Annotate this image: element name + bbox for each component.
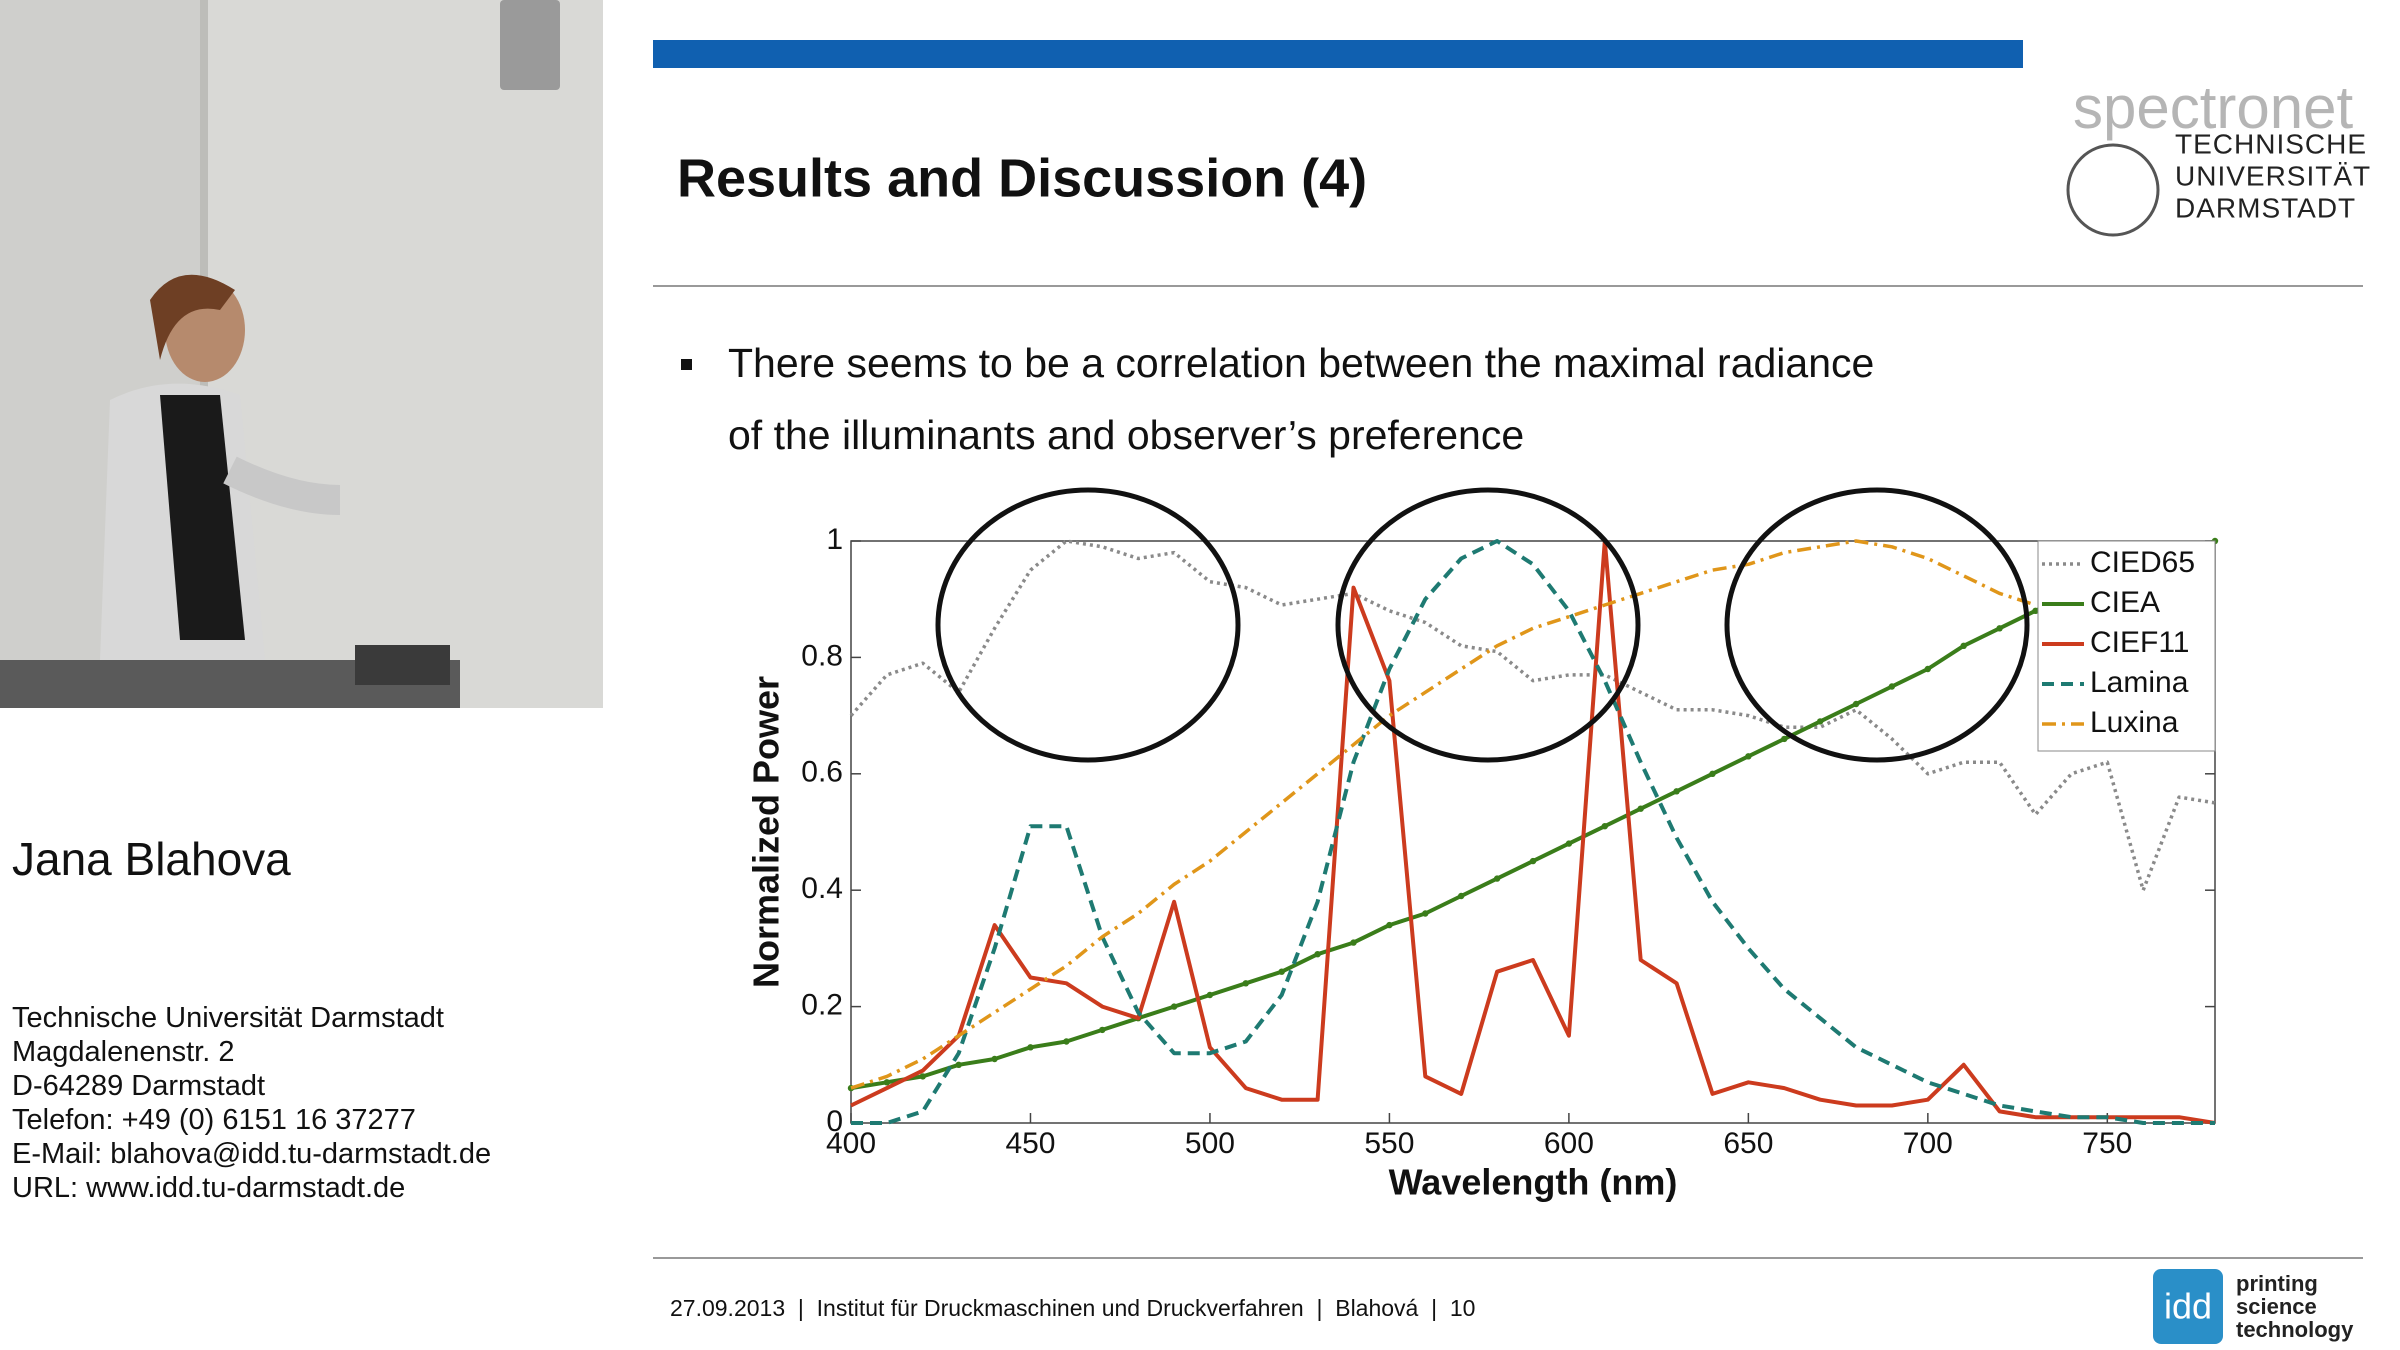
contact-line: Telefon: +49 (0) 6151 16 37277: [12, 1104, 416, 1136]
logo-area: [2023, 20, 2400, 250]
arm: [223, 456, 341, 515]
x-tick-label: 500: [1185, 1127, 1235, 1160]
bullet: [681, 359, 692, 370]
x-tick-label: 700: [1903, 1127, 1953, 1160]
contact-line: Technische Universität Darmstadt: [12, 1002, 444, 1034]
slide: spectronet TECHNISCHE UNIVERSITÄT DARMST…: [653, 20, 2400, 1344]
contact-line: URL: www.idd.tu-darmstadt.de: [12, 1172, 406, 1204]
tu-emblem: [2066, 143, 2160, 237]
y-tick-label: 0.8: [801, 639, 843, 672]
tu-logo-line: DARMSTADT: [2175, 192, 2356, 223]
contact-line: D-64289 Darmstadt: [12, 1070, 266, 1102]
x-tick-label: 450: [1005, 1127, 1055, 1160]
x-tick-label: 650: [1723, 1127, 1773, 1160]
x-tick-label: 550: [1364, 1127, 1414, 1160]
series-line: [847, 537, 2219, 1092]
idd-logo-text: idd: [2164, 1286, 2212, 1327]
contact-block: Technische Universität Darmstadt Magdalen…: [12, 1001, 491, 1205]
y-tick-label: 0: [826, 1105, 843, 1138]
legend-label: CIED65: [2090, 546, 2195, 579]
series-line: [849, 539, 2216, 892]
x-axis-label: Wavelength (nm): [1389, 1162, 1678, 1203]
y-tick-label: 0.6: [801, 756, 843, 789]
idd-logo: [2153, 1269, 2223, 1344]
circle: [935, 487, 1241, 763]
idd-tagline: technology: [2236, 1317, 2354, 1342]
plot-frame: [850, 540, 2216, 1124]
highlight-circles: [935, 487, 2030, 763]
x-tick-label: 600: [1544, 1127, 1594, 1160]
speaker-box: [500, 0, 560, 90]
hair: [150, 274, 235, 360]
x-tick-label: 750: [2082, 1127, 2132, 1160]
chart: 400 450 500 550 600 650 700 750 0 0.2 0.4 0.6 0.8 1 Wa…: [746, 523, 2219, 1203]
y-tick-label: 0.2: [801, 989, 843, 1022]
spectronet-logo: spectronet: [2073, 74, 2353, 141]
y-tick-label: 1: [826, 523, 843, 556]
top: [160, 395, 245, 640]
video-feed: [0, 0, 603, 708]
legend-label: CIEF11: [2090, 626, 2189, 659]
slide-title: Results and Discussion (4): [677, 148, 1367, 208]
series-line: [851, 539, 2215, 1125]
series-line: [850, 539, 2037, 1090]
y-axis-label: Normalized Power: [746, 676, 787, 988]
circle: [1724, 487, 2030, 763]
circle: [1335, 487, 1641, 763]
bullet-text: There seems to be a correlation between …: [728, 340, 1874, 386]
y-tick-label: 0.4: [801, 872, 843, 905]
idd-tagline: printing: [2236, 1271, 2318, 1296]
speaker-name: Jana Blahova: [12, 833, 291, 885]
legend-label: CIEA: [2090, 586, 2160, 619]
laptop: [355, 645, 450, 685]
series-line: [850, 539, 2216, 1125]
tu-logo-line: UNIVERSITÄT: [2175, 160, 2371, 191]
footer-text: 27.09.2013 | Institut für Druckmaschinen…: [670, 1295, 1475, 1321]
tu-logo-line: TECHNISCHE: [2175, 128, 2367, 159]
legend-label: Luxina: [2090, 706, 2179, 739]
x-tick-label: 400: [826, 1127, 876, 1160]
legend-label: Lamina: [2090, 666, 2189, 699]
idd-tagline: science: [2236, 1294, 2317, 1319]
contact-line: Magdalenenstr. 2: [12, 1036, 235, 1068]
bullet-text: of the illuminants and observer’s prefer…: [728, 412, 1524, 458]
contact-line: E-Mail: blahova@idd.tu-darmstadt.de: [12, 1138, 492, 1170]
